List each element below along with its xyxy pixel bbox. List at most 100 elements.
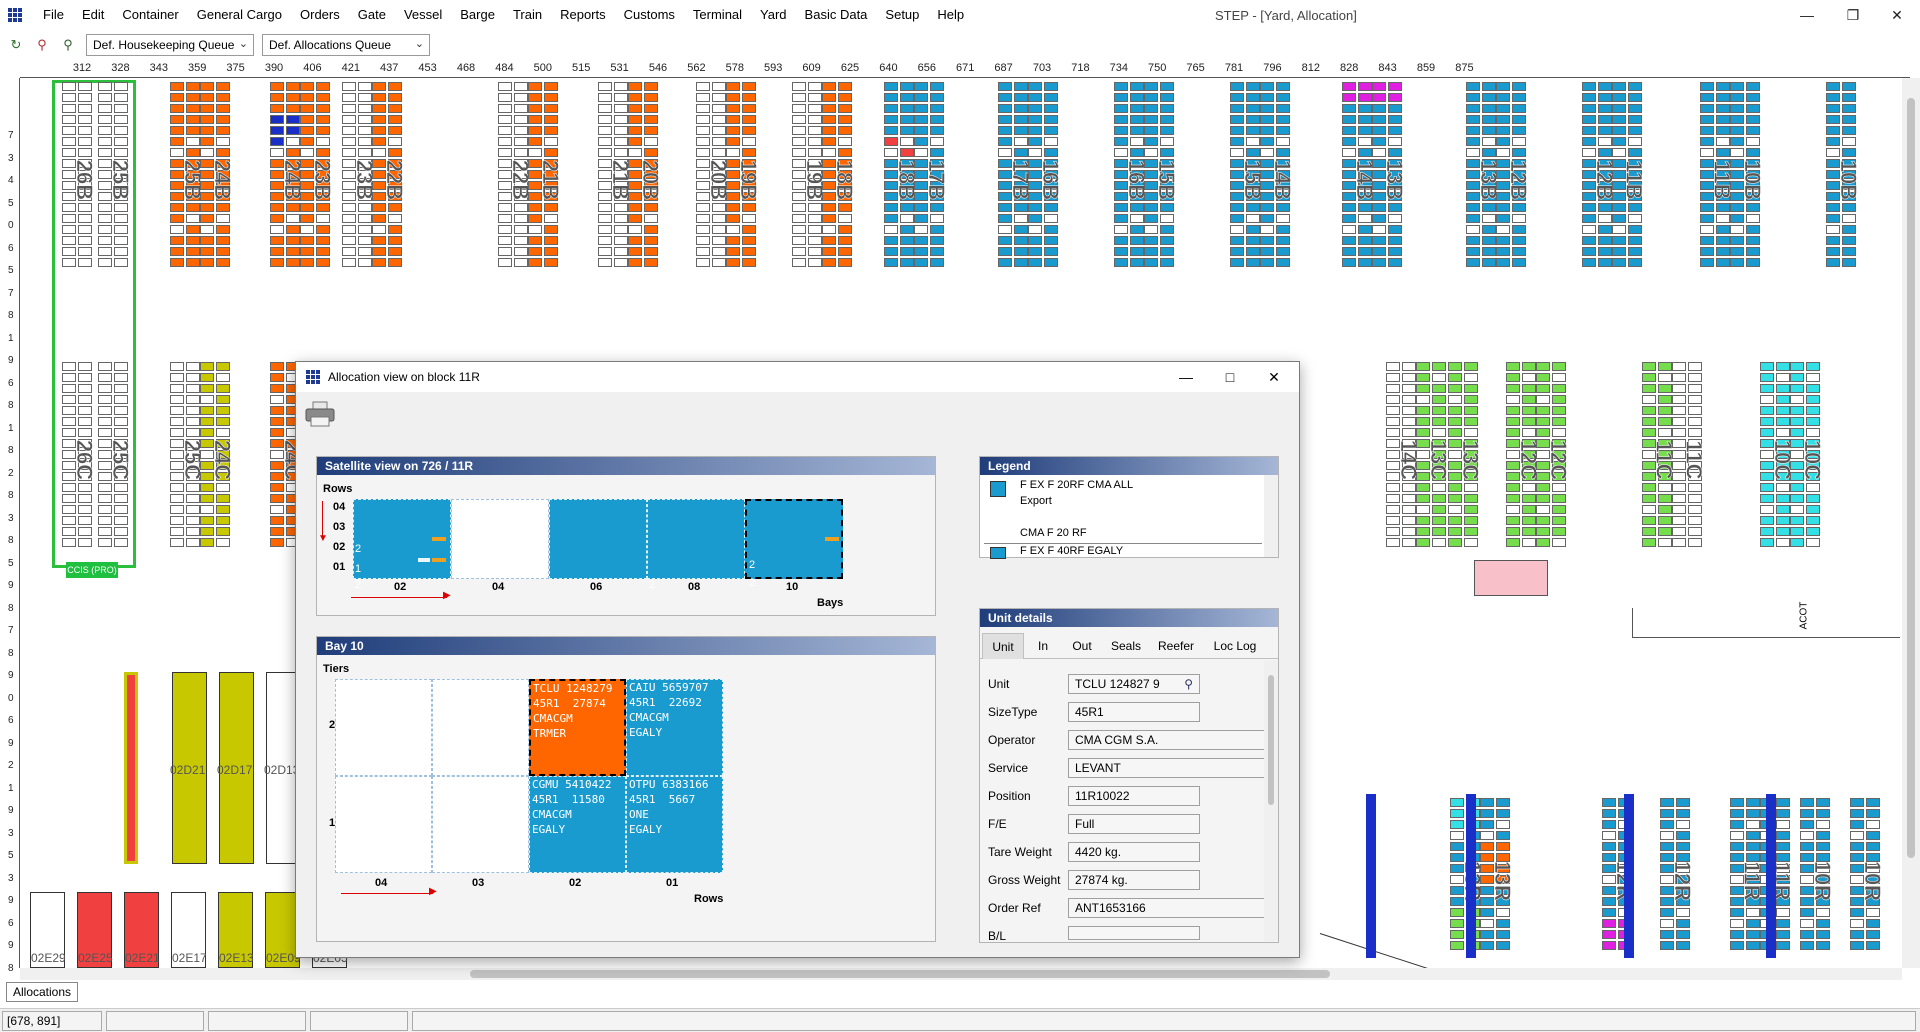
menu-customs[interactable]: Customs xyxy=(623,7,675,22)
upper-block[interactable] xyxy=(200,82,230,267)
upper-block[interactable] xyxy=(1730,82,1760,267)
menu-terminal[interactable]: Terminal xyxy=(692,7,743,22)
sizetype-field[interactable]: 45R1 xyxy=(1068,702,1200,722)
upper-block[interactable] xyxy=(1826,82,1856,267)
reefer-block[interactable] xyxy=(1480,798,1510,950)
container-caiu-5659707[interactable]: CAIU 5659707 45R1 22692 CMACGM EGALY xyxy=(626,679,723,776)
bay-slot-03-2[interactable] xyxy=(432,679,529,776)
upper-block[interactable] xyxy=(342,82,372,267)
zoom-in-icon[interactable]: ⚲ xyxy=(63,37,73,52)
menu-setup[interactable]: Setup xyxy=(885,7,920,22)
reefer-block[interactable] xyxy=(1800,798,1830,950)
upper-block[interactable] xyxy=(792,82,822,267)
upper-block[interactable] xyxy=(528,82,558,267)
upper-block[interactable] xyxy=(62,82,92,267)
tab-out[interactable]: Out xyxy=(1072,639,1092,653)
details-scrollbar[interactable] xyxy=(1264,661,1278,941)
upper-block[interactable] xyxy=(1028,82,1058,267)
gross-weight-field[interactable]: 27874 kg. xyxy=(1068,870,1200,890)
vertical-scrollbar[interactable] xyxy=(1902,78,1920,968)
menu-vessel[interactable]: Vessel xyxy=(403,7,443,22)
navy-stack[interactable] xyxy=(1466,794,1476,958)
horizontal-scrollbar[interactable] xyxy=(20,968,1902,980)
e-block[interactable]: 02E25 xyxy=(77,892,113,968)
upper-block[interactable] xyxy=(1230,82,1260,267)
housekeeping-queue-select[interactable]: Def. Housekeeping Queue ⌄ xyxy=(86,34,254,56)
lower-block[interactable] xyxy=(98,362,128,547)
horizontal-scroll-thumb[interactable] xyxy=(470,970,1330,978)
upper-block[interactable] xyxy=(1582,82,1612,267)
order-ref-field[interactable]: ANT1653166 xyxy=(1068,898,1268,918)
lower-block[interactable] xyxy=(200,362,230,547)
lower-block[interactable] xyxy=(1536,362,1566,547)
upper-block[interactable] xyxy=(1466,82,1496,267)
lower-block[interactable] xyxy=(1642,362,1672,547)
printer-icon[interactable] xyxy=(304,400,336,428)
upper-block[interactable] xyxy=(498,82,528,267)
details-scroll-thumb[interactable] xyxy=(1268,675,1274,805)
upper-block[interactable] xyxy=(998,82,1028,267)
tab-unit[interactable]: Unit xyxy=(982,633,1024,659)
lower-block[interactable] xyxy=(62,362,92,547)
upper-block[interactable] xyxy=(1144,82,1174,267)
menu-barge[interactable]: Barge xyxy=(460,7,495,22)
lower-block[interactable] xyxy=(170,362,200,547)
lower-block[interactable] xyxy=(1672,362,1702,547)
tab-seals[interactable]: Seals xyxy=(1110,639,1142,653)
lower-block[interactable] xyxy=(1386,362,1416,547)
navy-stack[interactable] xyxy=(1366,794,1376,958)
bl-field[interactable] xyxy=(1068,926,1200,940)
d-block[interactable]: 02D17 xyxy=(217,672,254,864)
upper-block[interactable] xyxy=(300,82,330,267)
ccis-label[interactable]: CCIS (PRO) xyxy=(66,562,118,578)
reefer-block[interactable] xyxy=(1730,798,1760,950)
tab-reefer[interactable]: Reefer xyxy=(1157,639,1195,653)
upper-block[interactable] xyxy=(1260,82,1290,267)
menu-container[interactable]: Container xyxy=(122,7,179,22)
allocations-tab[interactable]: Allocations xyxy=(6,982,79,1002)
position-field[interactable]: 11R10022 xyxy=(1068,786,1200,806)
upper-block[interactable] xyxy=(598,82,628,267)
upper-block[interactable] xyxy=(1612,82,1642,267)
bay-slot-03-1[interactable] xyxy=(432,776,529,873)
dialog-titlebar[interactable]: Allocation view on block 11R — □ ✕ xyxy=(296,362,1299,392)
operator-field[interactable]: CMA CGM S.A. xyxy=(1068,730,1268,750)
reefer-block[interactable] xyxy=(1850,798,1880,950)
unit-field[interactable]: TCLU 124827 9 ⚲ xyxy=(1068,674,1200,694)
reefer-block[interactable] xyxy=(1660,798,1690,950)
close-button[interactable]: ✕ xyxy=(1891,7,1903,23)
lower-block[interactable] xyxy=(1416,362,1446,547)
allocations-queue-select[interactable]: Def. Allocations Queue ⌄ xyxy=(262,34,430,56)
upper-block[interactable] xyxy=(696,82,726,267)
e-block[interactable]: 02E21 xyxy=(124,892,160,968)
bay-06-stack[interactable] xyxy=(549,499,647,579)
menu-file[interactable]: File xyxy=(43,7,64,22)
menu-general-cargo[interactable]: General Cargo xyxy=(196,7,283,22)
menu-gate[interactable]: Gate xyxy=(357,7,386,22)
tare-weight-field[interactable]: 4420 kg. xyxy=(1068,842,1200,862)
dialog-minimize-button[interactable]: — xyxy=(1179,369,1193,385)
container-otpu-6383166[interactable]: OTPU 6383166 45R1 5667 ONE EGALY xyxy=(626,776,723,873)
menu-reports[interactable]: Reports xyxy=(560,7,606,22)
container-tclu-1248279[interactable]: TCLU 1248279 45R1 27874 CMACGM TRMER xyxy=(529,679,626,776)
upper-block[interactable] xyxy=(1342,82,1372,267)
e-block[interactable]: 02E13 xyxy=(218,892,254,968)
e-block[interactable]: 02E29 xyxy=(30,892,66,968)
tab-loc-log[interactable]: Loc Log xyxy=(1213,639,1257,653)
lower-block[interactable] xyxy=(270,362,300,547)
upper-block[interactable] xyxy=(1114,82,1144,267)
upper-block[interactable] xyxy=(726,82,756,267)
bay-slot-04-1[interactable] xyxy=(335,776,432,873)
bay-08-stack[interactable] xyxy=(647,499,745,579)
menu-yard[interactable]: Yard xyxy=(760,7,787,22)
upper-block[interactable] xyxy=(914,82,944,267)
fe-field[interactable]: Full xyxy=(1068,814,1200,834)
lower-block[interactable] xyxy=(1790,362,1820,547)
navy-stack[interactable] xyxy=(1766,794,1776,958)
upper-block[interactable] xyxy=(170,82,200,267)
tab-in[interactable]: In xyxy=(1037,639,1048,653)
selection-box[interactable] xyxy=(1474,560,1548,596)
d-block[interactable]: 02D21 xyxy=(170,672,207,864)
menu-edit[interactable]: Edit xyxy=(81,7,105,22)
zoom-out-icon[interactable]: ⚲ xyxy=(37,37,47,52)
